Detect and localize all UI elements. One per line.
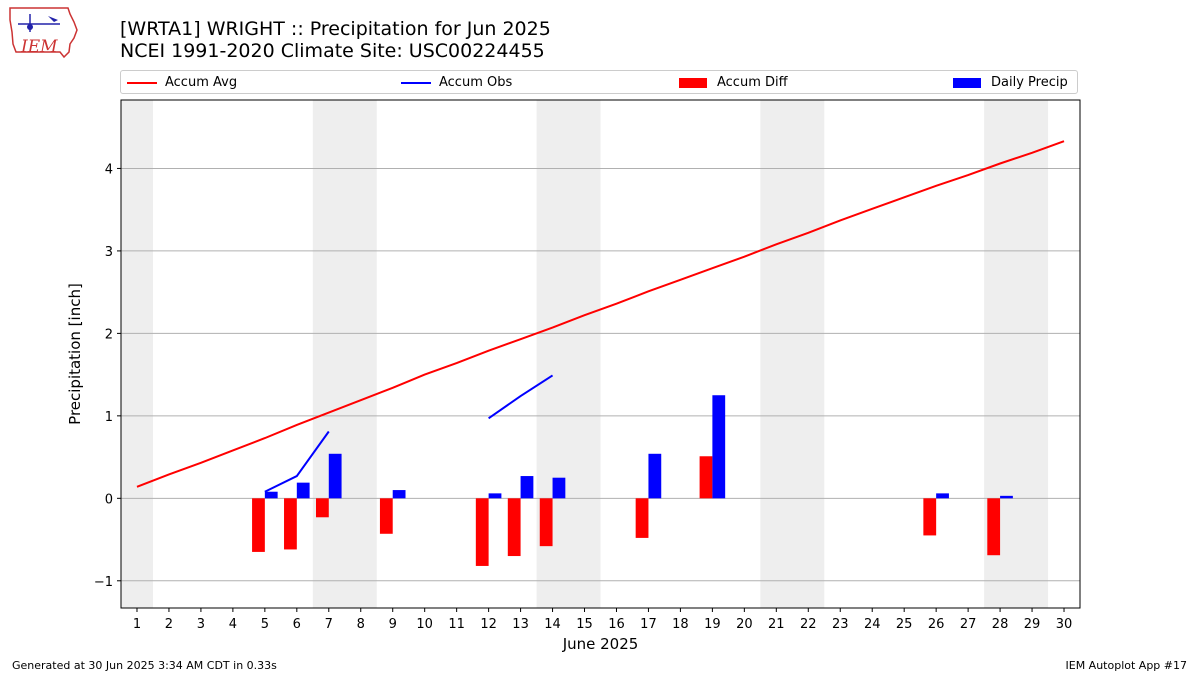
x-tick-label: 29	[1024, 617, 1041, 632]
x-tick-label: 15	[576, 617, 593, 632]
daily-precip-bar	[712, 395, 726, 499]
legend-label: Accum Obs	[439, 75, 513, 90]
x-tick-label: 8	[357, 617, 365, 632]
accum-obs-line	[488, 374, 554, 420]
y-tick-label: 4	[105, 162, 113, 177]
x-tick-label: 4	[229, 617, 237, 632]
x-tick-label: 30	[1056, 617, 1073, 632]
daily-precip-bar	[392, 490, 406, 499]
x-tick-label: 14	[544, 617, 561, 632]
y-tick-label: 2	[105, 327, 113, 342]
accum-diff-bar	[987, 498, 1001, 556]
x-tick-label: 5	[261, 617, 269, 632]
accum-avg-line	[136, 140, 1065, 488]
accum-diff-bar	[699, 456, 713, 499]
x-tick-label: 10	[416, 617, 433, 632]
x-tick-label: 24	[864, 617, 881, 632]
x-tick-label: 13	[512, 617, 529, 632]
accum-diff-bar	[923, 498, 937, 536]
footer-app: IEM Autoplot App #17	[1065, 659, 1188, 672]
x-tick-label: 9	[389, 617, 397, 632]
accum-diff-bar	[284, 498, 297, 550]
footer-generated: Generated at 30 Jun 2025 3:34 AM CDT in …	[12, 659, 277, 672]
x-tick-label: 21	[768, 617, 785, 632]
x-tick-label: 7	[325, 617, 333, 632]
x-tick-label: 27	[960, 617, 977, 632]
daily-precip-bar	[520, 476, 534, 499]
accum-diff-bar	[539, 498, 553, 547]
x-tick-label: 6	[293, 617, 301, 632]
x-tick-label: 23	[832, 617, 849, 632]
y-tick-label: −1	[94, 575, 113, 590]
daily-precip-bar	[264, 491, 278, 499]
x-tick-label: 17	[640, 617, 657, 632]
y-tick-label: 3	[105, 245, 113, 260]
accum-diff-bar	[507, 498, 521, 557]
accum-obs-line	[264, 430, 330, 493]
chart-title: [WRTA1] WRIGHT :: Precipitation for Jun …	[120, 18, 551, 40]
x-tick-label: 25	[896, 617, 913, 632]
daily-precip-bar	[1000, 495, 1013, 499]
daily-precip-bar	[552, 477, 566, 499]
plot-frame	[120, 99, 1081, 609]
daily-precip-bar	[936, 493, 949, 499]
accum-diff-bar	[475, 498, 489, 566]
weekend-band	[760, 100, 825, 608]
y-axis-label: Precipitation [inch]	[66, 283, 84, 425]
accum-diff-bar	[635, 498, 649, 538]
daily-precip-bar	[296, 482, 310, 499]
x-axis-label: June 2025	[562, 635, 639, 653]
x-tick-label: 20	[736, 617, 753, 632]
iem-logo: IEM	[9, 7, 78, 59]
iowa-state-outline	[9, 7, 78, 59]
accum-diff-bar	[379, 498, 393, 534]
logo-text: IEM	[20, 37, 58, 57]
legend-label: Accum Diff	[717, 75, 788, 90]
weekend-band	[312, 100, 377, 608]
x-tick-label: 11	[448, 617, 465, 632]
x-tick-label: 22	[800, 617, 817, 632]
legend-swatch	[127, 82, 157, 84]
x-tick-label: 26	[928, 617, 945, 632]
legend-swatch	[953, 78, 981, 88]
x-tick-label: 16	[608, 617, 625, 632]
wind-vane	[48, 16, 58, 22]
y-tick-label: 1	[105, 410, 113, 425]
daily-precip-bar	[648, 453, 662, 499]
chart-subtitle: NCEI 1991-2020 Climate Site: USC00224455	[120, 40, 545, 62]
weekend-band	[121, 100, 153, 608]
x-tick-label: 18	[672, 617, 689, 632]
accum-diff-bar	[252, 498, 265, 552]
accum-diff-bar	[315, 498, 329, 518]
x-tick-label: 3	[197, 617, 205, 632]
station-hub	[27, 24, 33, 30]
daily-precip-bar	[328, 453, 342, 499]
x-tick-label: 2	[165, 617, 173, 632]
x-tick-label: 19	[704, 617, 721, 632]
legend: Accum Avg Accum Obs Accum Diff Daily Pre…	[120, 70, 1078, 94]
x-tick-label: 12	[480, 617, 497, 632]
legend-label: Daily Precip	[991, 75, 1068, 90]
legend-swatch	[401, 82, 431, 84]
daily-precip-bar	[488, 493, 502, 499]
legend-label: Accum Avg	[165, 75, 238, 90]
x-tick-label: 1	[133, 617, 141, 632]
x-tick-label: 28	[992, 617, 1009, 632]
legend-swatch	[679, 78, 707, 88]
y-tick-label: 0	[105, 492, 113, 507]
